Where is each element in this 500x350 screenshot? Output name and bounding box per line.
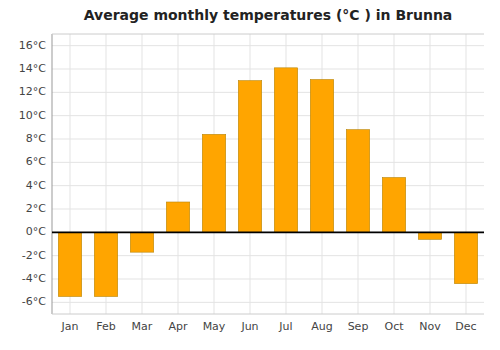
top-frame-line [52, 34, 484, 35]
x-tick-label: Mar [132, 320, 153, 333]
x-tick-label: Oct [384, 320, 404, 333]
x-tick-label: May [203, 320, 226, 333]
y-grid-line [52, 69, 484, 70]
y-tick-label: 4°C [26, 179, 46, 192]
y-tick-label: 6°C [26, 155, 46, 168]
y-tick-label: 14°C [19, 62, 46, 75]
bar [454, 232, 477, 283]
y-grid-line [52, 115, 484, 116]
bar [58, 232, 81, 296]
y-axis: -6°C -4°C -2°C 0°C 2°C 4°C 6°C 8°C 10°C 12°C 14°C 1… [19, 34, 52, 314]
x-tick-label: Aug [311, 320, 332, 333]
bar [130, 232, 153, 252]
x-tick-label: Jun [240, 320, 258, 333]
y-grid-line [52, 232, 484, 233]
y-grid-line [52, 92, 484, 93]
y-grid-line [52, 139, 484, 140]
chart: -6°C -4°C -2°C 0°C 2°C 4°C 6°C 8°C 10°C 12°C 14°C 1… [0, 0, 500, 350]
x-axis-line [52, 314, 484, 315]
y-grid-line [52, 45, 484, 46]
x-tick-label: Nov [419, 320, 441, 333]
chart-container: -6°C -4°C -2°C 0°C 2°C 4°C 6°C 8°C 10°C 12°C 14°C 1… [0, 0, 500, 350]
bar [418, 232, 441, 239]
y-tick-label: 2°C [26, 202, 46, 215]
bar [382, 178, 405, 233]
y-tick-label: 8°C [26, 132, 46, 145]
bar [274, 68, 297, 233]
x-grid-line [394, 34, 395, 314]
x-tick-label: Jul [278, 320, 292, 333]
y-tick-label: 0°C [26, 225, 46, 238]
bar [310, 80, 333, 233]
bar [346, 130, 369, 233]
x-axis: Jan Feb Mar Apr May Jun Jul Aug Sep Oct Nov Dec [52, 314, 484, 333]
y-grid-line [52, 302, 484, 303]
y-tick-label: -4°C [22, 272, 46, 285]
x-grid-line [430, 34, 431, 314]
title: Average monthly temperatures (°C ) in Br… [84, 7, 453, 23]
x-tick-label: Jan [61, 320, 79, 333]
y-axis-line [52, 34, 53, 314]
bar [94, 232, 117, 296]
bar [202, 134, 225, 232]
y-tick-label: 10°C [19, 109, 46, 122]
y-tick-label: 16°C [19, 39, 46, 52]
bar [166, 202, 189, 232]
y-grid-line [52, 185, 484, 186]
zero-line [52, 231, 484, 233]
x-tick-label: Feb [96, 320, 115, 333]
grid [52, 34, 484, 314]
y-grid-line [52, 209, 484, 210]
y-tick-label: -6°C [22, 295, 46, 308]
bars [58, 68, 477, 297]
bar [238, 81, 261, 233]
x-tick-label: Sep [348, 320, 369, 333]
x-tick-label: Apr [168, 320, 188, 333]
y-tick-label: -2°C [22, 249, 46, 262]
x-grid-line [178, 34, 179, 314]
x-tick-label: Dec [455, 320, 476, 333]
y-tick-label: 12°C [19, 85, 46, 98]
y-grid-line [52, 162, 484, 163]
x-grid-line [142, 34, 143, 314]
